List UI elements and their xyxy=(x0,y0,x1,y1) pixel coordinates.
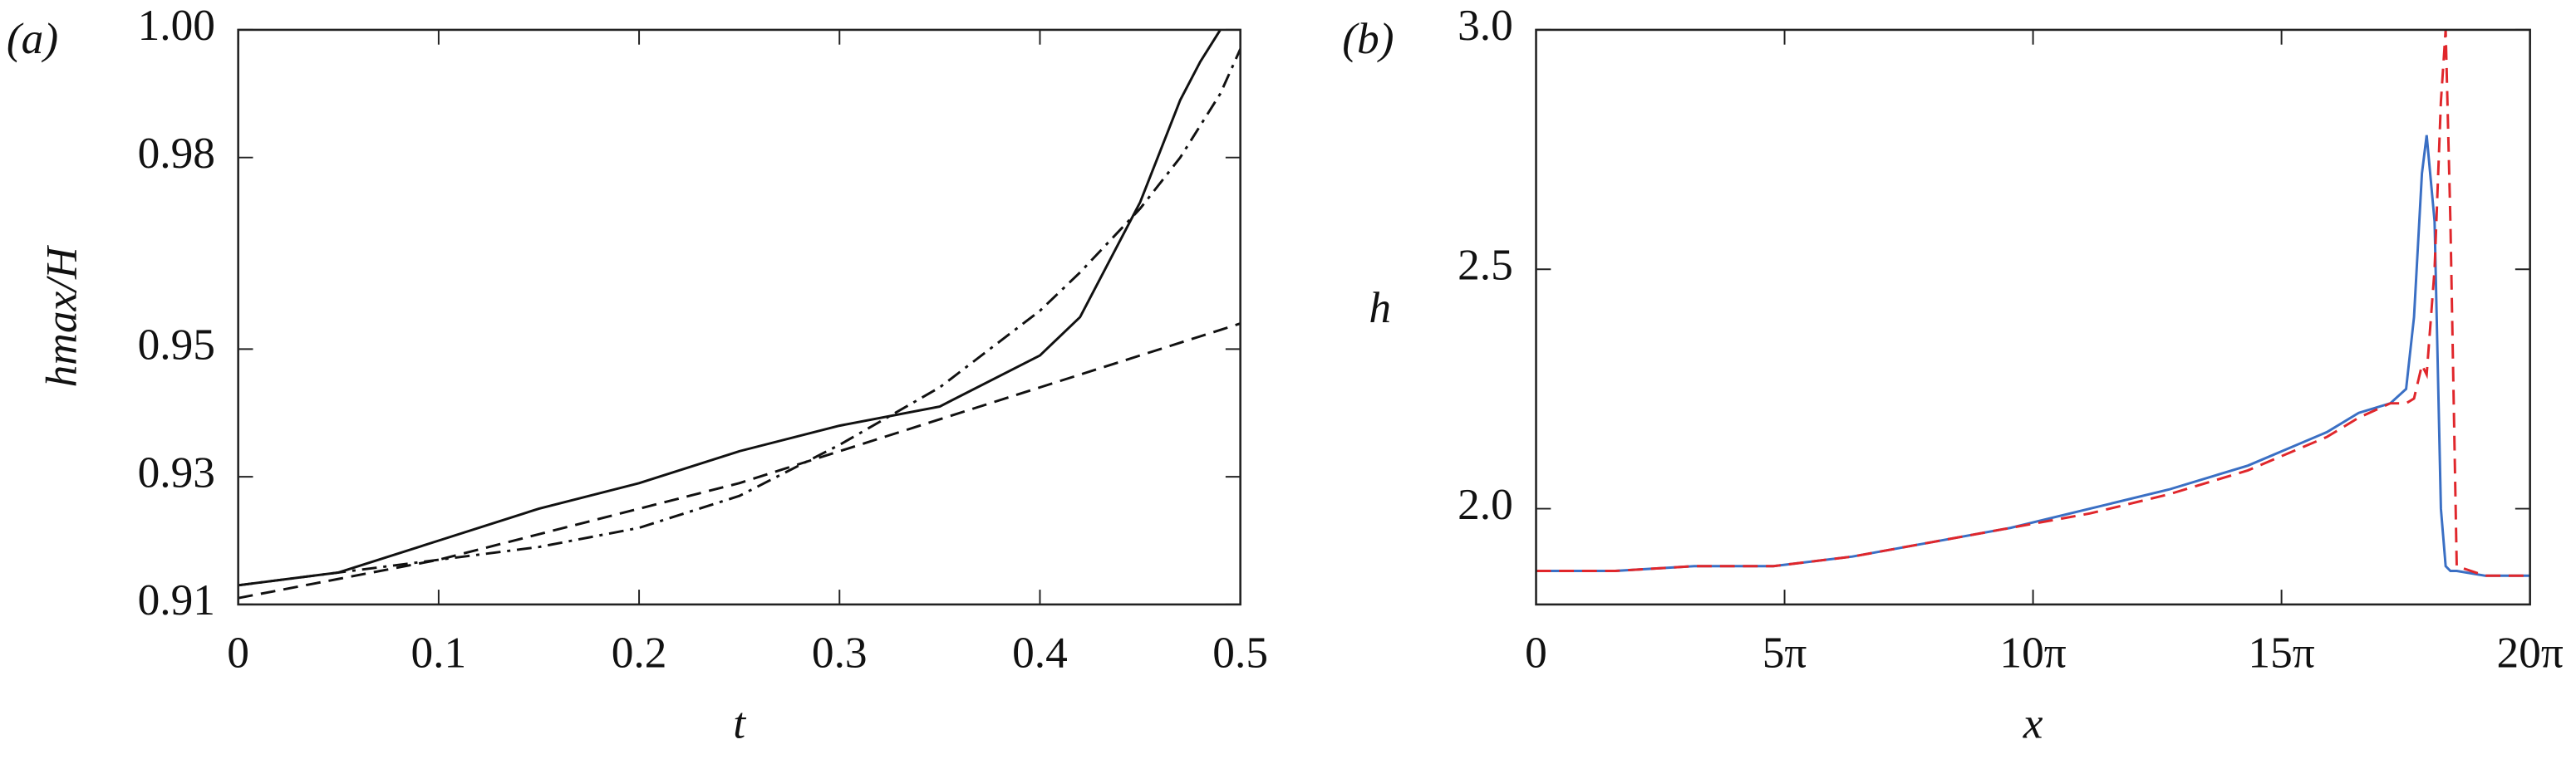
y-axis-label: h xyxy=(1369,282,1391,332)
x-tick-label: 0.4 xyxy=(1012,627,1068,677)
x-tick-label: 5π xyxy=(1762,627,1807,677)
panel-label: (a) xyxy=(7,13,58,63)
y-axis-label: hmax/H xyxy=(36,245,86,387)
data-line xyxy=(1536,135,2530,577)
data-line xyxy=(238,322,1241,600)
data-line xyxy=(1536,29,2530,577)
x-axis-label: x xyxy=(2023,698,2043,747)
panel-label: (b) xyxy=(1342,13,1394,63)
y-tick-label: 2.5 xyxy=(1458,239,1513,289)
x-tick-label: 0 xyxy=(227,627,249,677)
plot-area xyxy=(1536,29,2530,577)
panel: 0 0.1 0.2 0.3 0.4 0.5 0.91 0.93 0.95 0.98 1.00 t hma… xyxy=(7,0,1268,747)
panel: 0 5π 10π 15π 20π 2.0 2.5 3.0 x h (b) xyxy=(1342,0,2564,747)
y-tick-label: 0.91 xyxy=(138,575,215,624)
y-tick-label: 0.95 xyxy=(138,320,215,370)
y-tick-label: 0.93 xyxy=(138,447,215,497)
axes-frame xyxy=(1535,28,2531,606)
x-tick-label: 0.1 xyxy=(411,627,467,677)
x-axis-label: t xyxy=(733,698,746,747)
plot-area xyxy=(238,29,1241,600)
x-tick-label: 0 xyxy=(1525,627,1547,677)
data-line xyxy=(238,29,1222,587)
x-tick-label: 20π xyxy=(2496,627,2563,677)
y-tick-label: 1.00 xyxy=(138,0,215,50)
data-line xyxy=(238,48,1241,587)
x-tick-label: 0.2 xyxy=(612,627,667,677)
y-tick-label: 0.98 xyxy=(138,128,215,178)
x-tick-label: 15π xyxy=(2248,627,2314,677)
x-tick-label: 10π xyxy=(1999,627,2066,677)
y-tick-label: 2.0 xyxy=(1458,479,1513,529)
x-tick-label: 0.3 xyxy=(812,627,868,677)
axes-frame xyxy=(237,28,1241,606)
y-tick-label: 3.0 xyxy=(1458,0,1513,50)
x-tick-label: 0.5 xyxy=(1212,627,1268,677)
